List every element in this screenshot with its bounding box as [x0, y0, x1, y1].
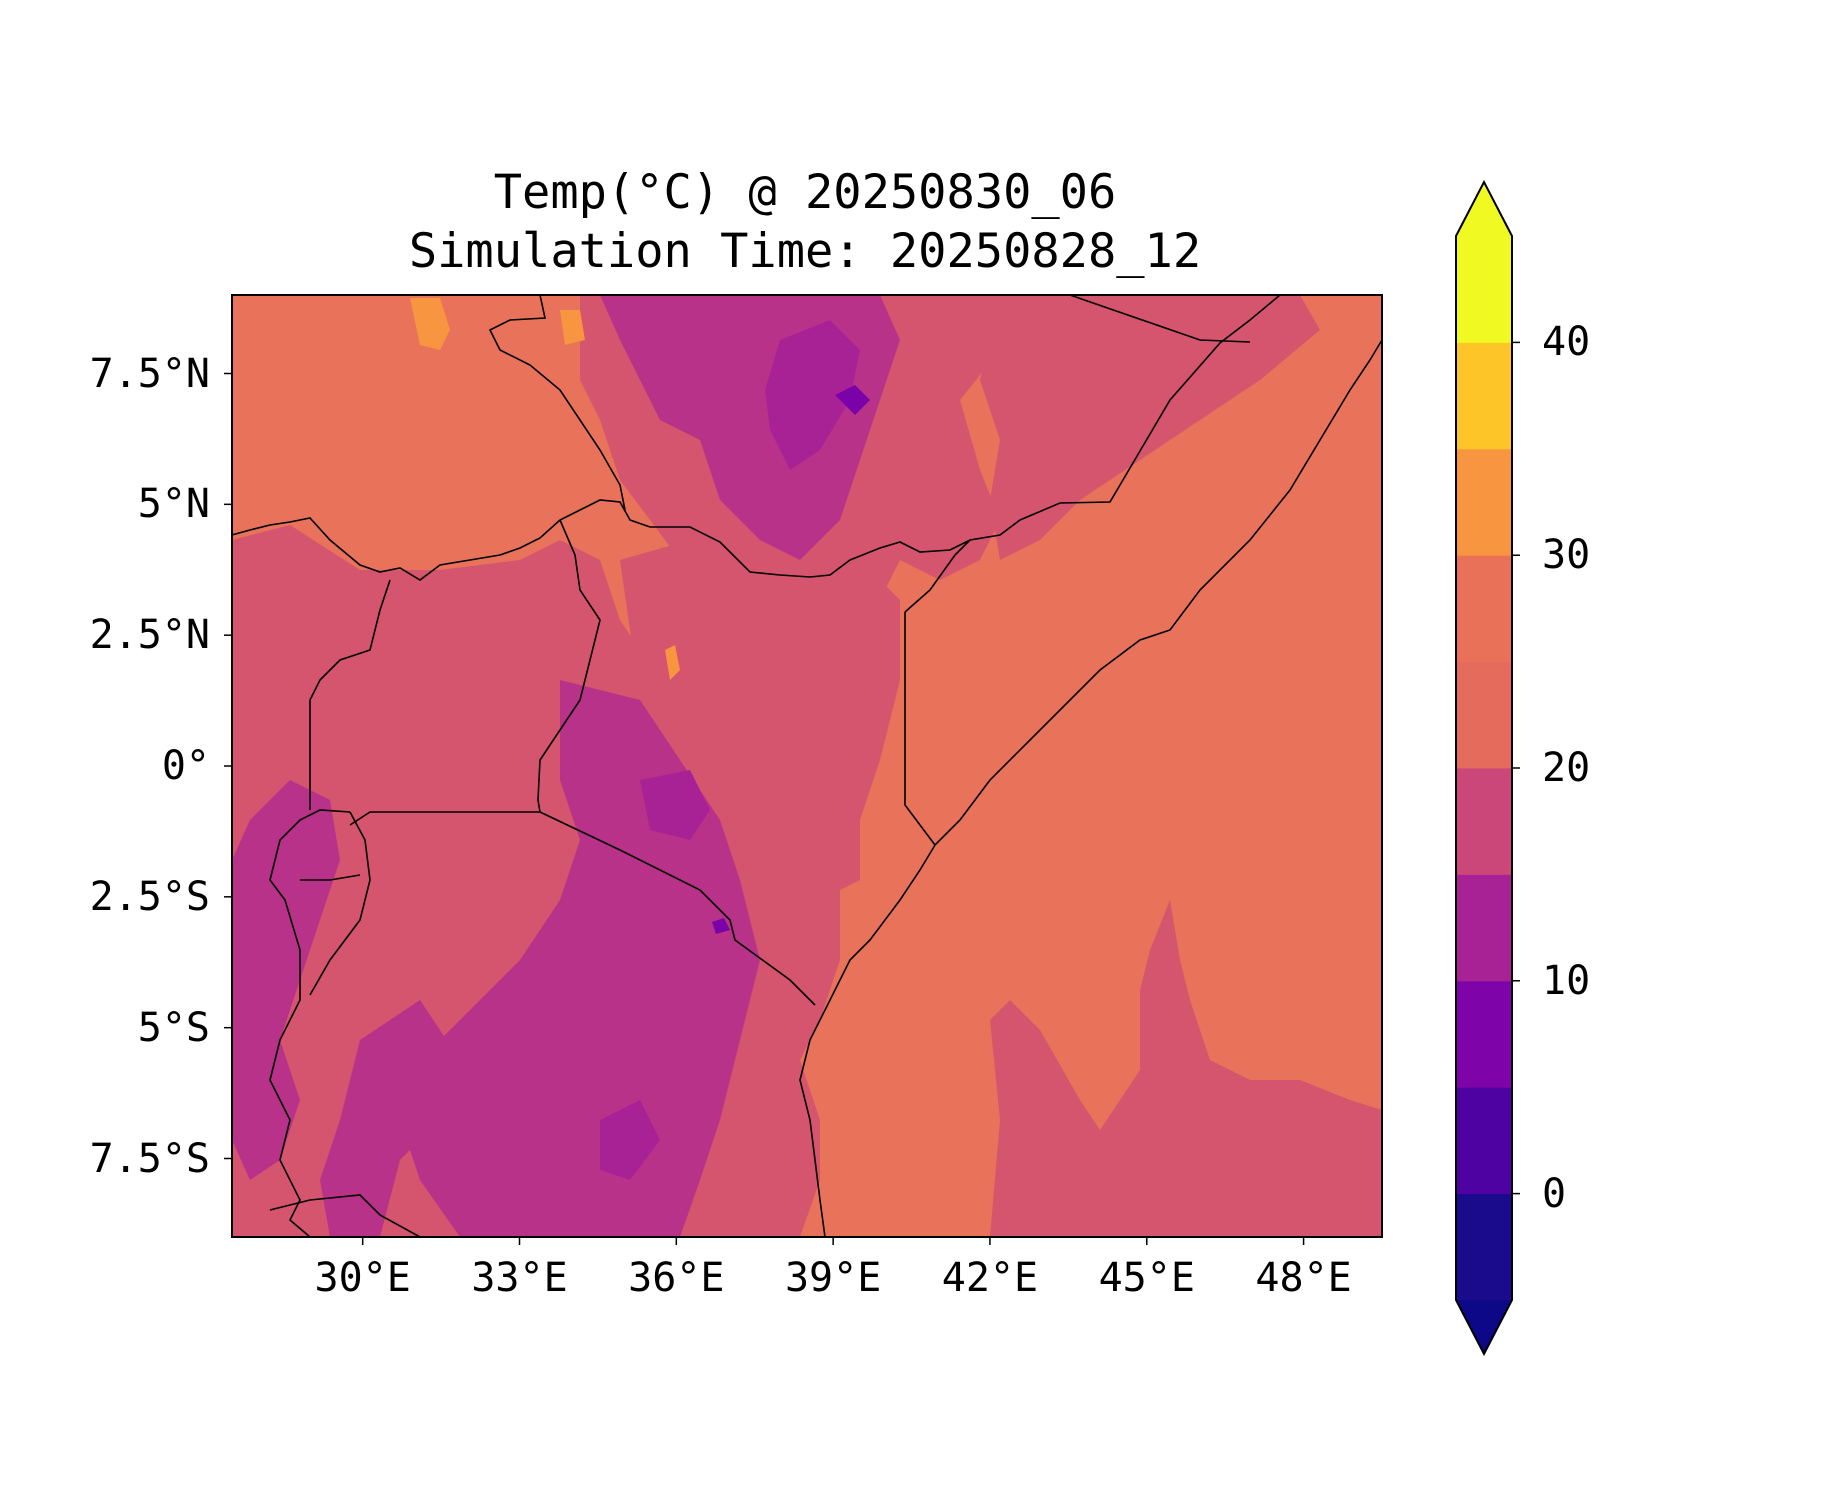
- axis-tick-marks: [224, 372, 1305, 1245]
- colorbar-bin: [1456, 661, 1512, 769]
- field-5-10-kilimanjaro: [712, 918, 730, 934]
- country-borders: [232, 295, 1382, 1237]
- colorbar-bin: [1456, 236, 1512, 343]
- colorbar-bin: [1456, 1087, 1512, 1195]
- lat-tick-label: 0°: [161, 743, 210, 789]
- lat-tick-label: 2.5°N: [89, 612, 210, 659]
- colorbar-tick-label: 20: [1542, 745, 1591, 791]
- lon-tick-label: 48°E: [1255, 1255, 1352, 1301]
- lat-tick-label: 7.5°N: [89, 350, 210, 397]
- field-5-10-ethiopia: [835, 385, 870, 415]
- chart-title-line-2: Simulation Time: 20250828_12: [408, 224, 1202, 279]
- field-20-25-kenya-central: [620, 520, 900, 980]
- colorbar-bin: [1456, 874, 1512, 982]
- lat-tick-label: 5°S: [137, 1004, 210, 1051]
- temperature-field: [232, 295, 1382, 1237]
- chart-title-line-1: Temp(°C) @ 20250830_06: [493, 165, 1117, 220]
- colorbar-bin: [1456, 1193, 1512, 1301]
- lat-tick-label: 2.5°S: [89, 873, 210, 920]
- colorbar-bin: [1456, 555, 1512, 663]
- field-20-25-northeast: [980, 295, 1320, 560]
- colorbar-bin: [1456, 768, 1512, 875]
- lat-tick-label: 7.5°S: [89, 1135, 210, 1182]
- lat-tick-label: 5°N: [137, 481, 210, 528]
- field-10-15-tanzania: [600, 1100, 660, 1180]
- field-10-15-ethiopia: [765, 320, 860, 470]
- colorbar-bin: [1456, 342, 1512, 450]
- field-30-35-turkana: [665, 645, 680, 680]
- colorbar-under-extension: [1456, 1300, 1512, 1354]
- lon-tick-label: 36°E: [628, 1255, 725, 1301]
- colorbar-outline: [1455, 179, 1513, 1357]
- field-30-35-sudan: [410, 298, 450, 350]
- colorbar-tick-label: 10: [1542, 957, 1591, 1004]
- colorbar-tick-label: 0: [1542, 1170, 1567, 1217]
- lon-tick-label: 45°E: [1098, 1255, 1195, 1301]
- lon-tick-label: 30°E: [314, 1255, 411, 1301]
- lon-tick-label: 39°E: [784, 1255, 882, 1301]
- colorbar-bin: [1456, 980, 1512, 1088]
- colorbar: [1455, 179, 1520, 1357]
- field-30-35-north: [560, 310, 585, 345]
- field-20-25-southeast: [990, 900, 1382, 1237]
- colorbar-tick-label: 40: [1542, 319, 1591, 366]
- colorbar-over-extension: [1456, 182, 1512, 236]
- colorbar-tick-label: 30: [1542, 532, 1591, 579]
- lon-tick-label: 33°E: [471, 1255, 568, 1301]
- lon-tick-label: 42°E: [941, 1255, 1039, 1301]
- field-10-15-kenya: [640, 770, 710, 840]
- colorbar-bin: [1456, 448, 1512, 556]
- field-15-20-tanzania-south: [320, 1000, 460, 1237]
